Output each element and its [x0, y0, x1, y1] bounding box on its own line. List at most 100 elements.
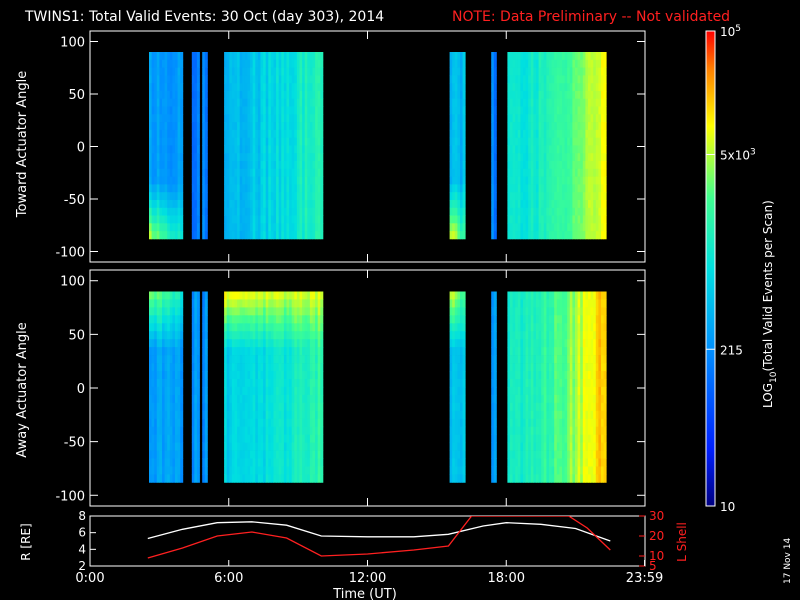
heatmap-cell	[202, 315, 206, 324]
heatmap-cell	[296, 137, 300, 146]
heatmap-cell	[268, 450, 272, 459]
heatmap-cell	[320, 52, 324, 61]
heatmap-cell	[452, 379, 456, 388]
heatmap-cell	[515, 215, 519, 224]
heatmap-cell	[457, 379, 461, 388]
heatmap-cell	[593, 418, 597, 428]
heatmap-cell	[294, 299, 298, 308]
heatmap-cell	[517, 442, 521, 451]
heatmap-cell	[567, 153, 571, 162]
heatmap-cell	[281, 339, 285, 348]
heatmap-cell	[320, 83, 324, 92]
heatmap-cell	[265, 379, 269, 388]
heatmap-cell	[582, 137, 586, 146]
heatmap-cell	[265, 315, 269, 324]
heatmap-cell	[457, 98, 461, 107]
heatmap-cell	[291, 67, 295, 76]
heatmap-cell	[294, 347, 298, 356]
heatmap-cell	[268, 67, 272, 76]
heatmap-cell	[162, 347, 165, 356]
heatmap-cell	[536, 106, 539, 115]
heatmap-cell	[580, 426, 584, 436]
heatmap-cell	[554, 192, 558, 201]
heatmap-cell	[252, 75, 256, 84]
heatmap-cell	[580, 299, 584, 308]
heatmap-cell	[260, 426, 264, 436]
heatmap-cell	[572, 315, 576, 324]
heatmap-cell	[493, 192, 497, 201]
heatmap-cell	[276, 355, 280, 364]
heatmap-cell	[549, 291, 552, 300]
heatmap-segment	[191, 291, 200, 483]
heatmap-cell	[598, 394, 602, 404]
heatmap-cell	[169, 394, 173, 404]
heatmap-cell	[250, 161, 254, 170]
heatmap-cell	[452, 161, 456, 170]
heatmap-cell	[554, 200, 558, 209]
heatmap-cell	[312, 192, 316, 201]
heatmap-cell	[536, 355, 539, 364]
heatmap-cell	[299, 122, 303, 131]
heatmap-cell	[226, 106, 230, 115]
heatmap-cell	[603, 450, 607, 459]
heatmap-cell	[281, 450, 285, 459]
heatmap-cell	[149, 176, 152, 185]
heatmap-cell	[491, 176, 495, 185]
heatmap-cell	[564, 215, 568, 224]
heatmap-cell	[278, 184, 282, 193]
heatmap-cell	[454, 223, 458, 232]
heatmap-cell	[169, 114, 173, 123]
heatmap-cell	[462, 184, 466, 193]
heatmap-cell	[196, 223, 200, 232]
heatmap-cell	[260, 137, 264, 146]
heatmap-cell	[546, 90, 550, 100]
heatmap-cell	[226, 291, 230, 300]
heatmap-cell	[595, 114, 599, 123]
heatmap-cell	[580, 90, 584, 100]
heatmap-cell	[567, 176, 571, 185]
heatmap-cell	[164, 215, 168, 224]
heatmap-cell	[263, 394, 267, 404]
heatmap-cell	[177, 291, 181, 300]
heatmap-cell	[307, 176, 311, 185]
heatmap-cell	[551, 363, 555, 372]
heatmap-cell	[460, 394, 463, 404]
heatmap-cell	[309, 307, 313, 316]
heatmap-cell	[320, 394, 324, 404]
heatmap-cell	[309, 200, 313, 209]
heatmap-cell	[564, 75, 568, 84]
heatmap-cell	[162, 98, 165, 107]
heatmap-cell	[595, 466, 599, 475]
heatmap-cell	[299, 90, 303, 100]
heatmap-cell	[590, 402, 594, 412]
heatmap-cell	[512, 331, 516, 340]
heatmap-cell	[175, 83, 178, 92]
heatmap-cell	[536, 52, 539, 61]
heatmap-cell	[590, 207, 594, 216]
heatmap-cell	[590, 291, 594, 300]
heatmap-cell	[543, 386, 547, 396]
heatmap-cell	[242, 184, 246, 193]
heatmap-cell	[562, 137, 565, 146]
heatmap-cell	[320, 410, 324, 420]
heatmap-cell	[156, 291, 160, 300]
heatmap-cell	[191, 200, 195, 209]
heatmap-cell	[554, 347, 558, 356]
heatmap-cell	[302, 200, 306, 209]
heatmap-cell	[283, 307, 287, 316]
heatmap-cell	[265, 98, 269, 107]
heatmap-cell	[520, 426, 524, 436]
heatmap-cell	[520, 339, 524, 348]
heatmap-cell	[224, 402, 228, 412]
heatmap-cell	[312, 371, 316, 380]
heatmap-cell	[291, 355, 295, 364]
heatmap-cell	[239, 347, 243, 356]
heatmap-cell	[312, 59, 316, 68]
heatmap-cell	[312, 386, 316, 396]
heatmap-cell	[159, 137, 163, 146]
heatmap-cell	[452, 75, 456, 84]
heatmap-cell	[567, 434, 571, 444]
heatmap-cell	[533, 418, 537, 428]
heatmap-cell	[572, 98, 576, 107]
heatmap-cell	[452, 434, 456, 444]
